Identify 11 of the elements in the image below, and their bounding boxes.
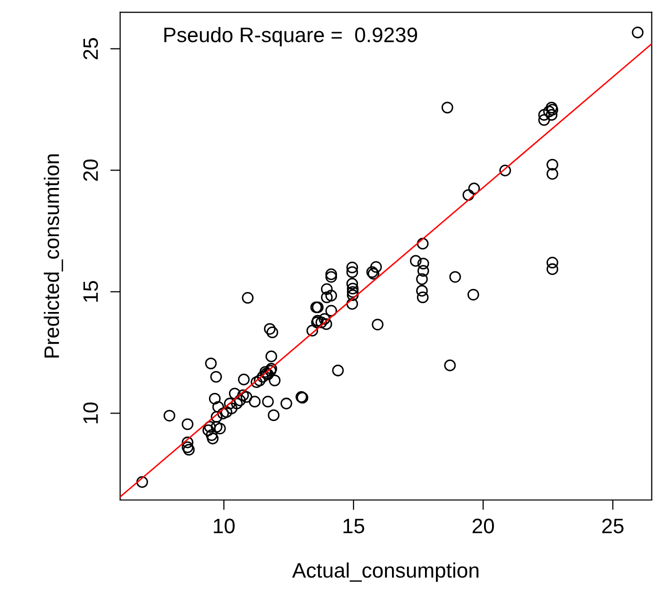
y-tick-label: 15 bbox=[83, 281, 98, 302]
annotation: Pseudo R-square = 0.9239 bbox=[164, 26, 418, 46]
y-tick-label: 25 bbox=[83, 38, 98, 60]
x-axis-title: Actual_consumption bbox=[292, 562, 478, 582]
y-axis-title: Predicted_consumtion bbox=[44, 154, 64, 358]
x-tick-label: 20 bbox=[472, 518, 494, 534]
y-tick-label: 20 bbox=[83, 159, 98, 181]
x-tick-label: 15 bbox=[344, 518, 364, 534]
x-tick-label: 10 bbox=[214, 518, 235, 534]
y-tick-label: 10 bbox=[83, 402, 98, 424]
x-tick-label: 25 bbox=[602, 518, 624, 534]
